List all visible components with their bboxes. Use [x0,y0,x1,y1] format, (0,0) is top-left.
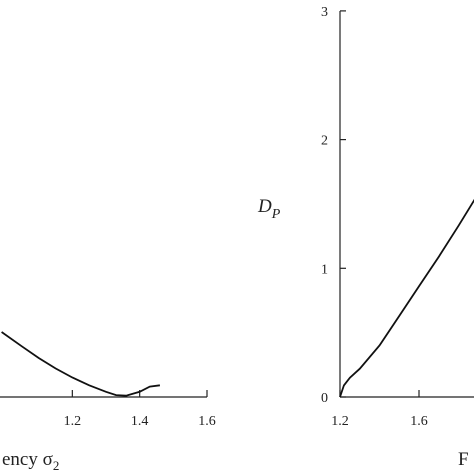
right-y-tick-label: 0 [321,391,328,406]
left-x-axis-title: ency σ2 [2,449,59,473]
left-x-tick-label: 1.6 [198,414,216,429]
right-series-line [339,198,474,398]
left-x-tick-label: 1.2 [64,414,82,429]
left-x-tick-label: 1.4 [131,414,149,429]
right-x-axis-title: F [458,449,469,470]
right-x-tick-label: 1.2 [331,414,349,429]
left-series-line [1,331,161,397]
right-y-tick-label: 3 [321,5,328,20]
left-panel: 1.2 1.4 1.6 ency σ2 [0,331,216,473]
right-y-tick-label: 2 [321,134,328,149]
right-y-tick-label: 1 [321,262,328,277]
right-x-tick-label: 1.6 [410,414,428,429]
right-y-axis-title: DP [257,196,281,222]
right-panel: 1.2 1.6 0 1 2 3 DP F [257,5,474,470]
